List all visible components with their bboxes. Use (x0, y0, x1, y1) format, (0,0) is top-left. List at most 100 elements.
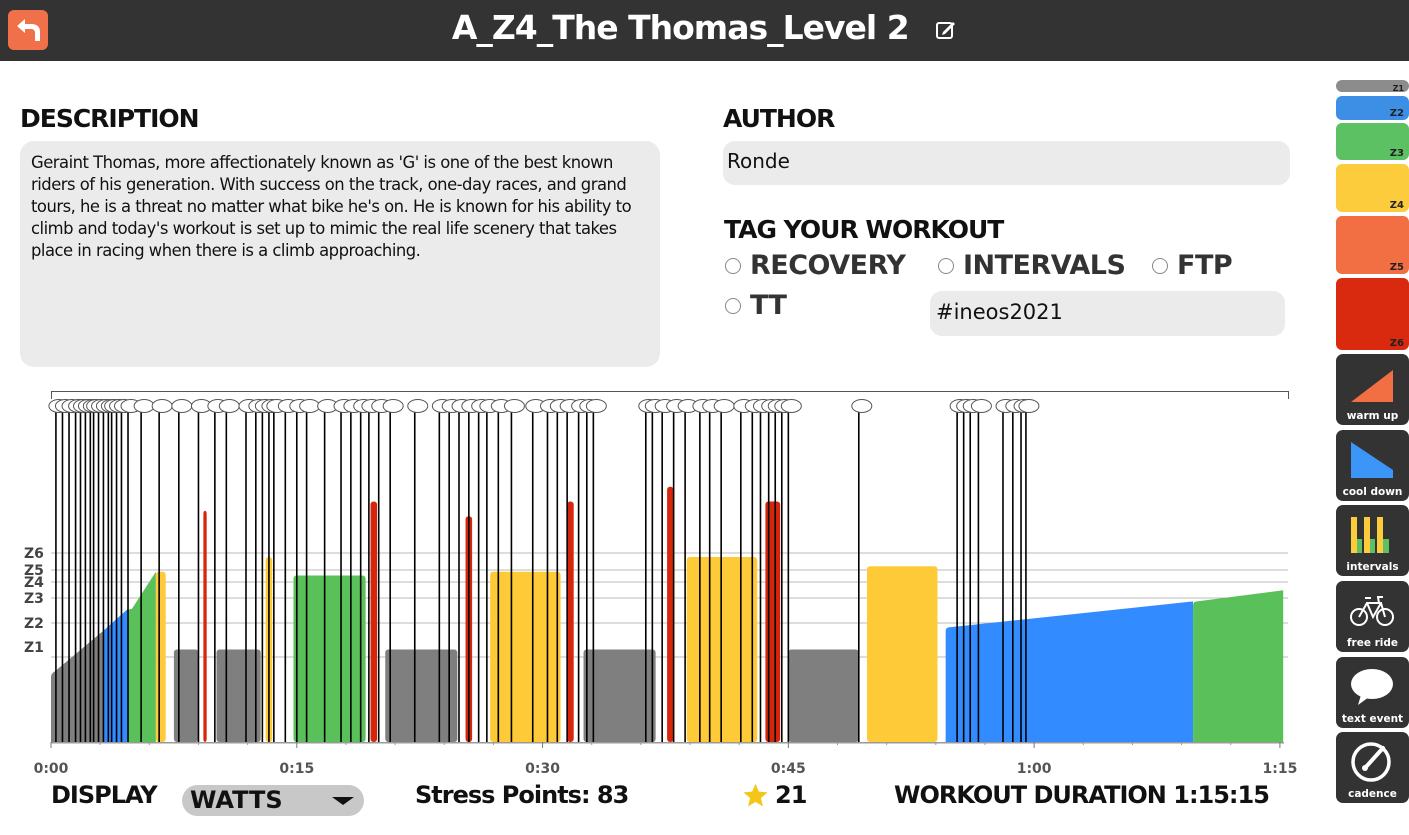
workout-title-row: A_Z4_The Thomas_Level 2 (0, 8, 1409, 49)
workout-segment (667, 486, 674, 742)
tag-label: TT (750, 290, 787, 321)
zone-z3-button[interactable]: Z3 (1336, 123, 1409, 160)
free-ride-button[interactable]: free ride (1336, 581, 1409, 652)
zone-z6-button[interactable]: Z6 (1336, 278, 1409, 350)
tag-label: INTERVALS (963, 250, 1126, 281)
zone-label-z6: Z6 (24, 546, 44, 562)
chart-corner (51, 391, 52, 399)
text-event-bubble-icon (503, 399, 525, 413)
workout-segment (1193, 590, 1284, 742)
workout-segment (866, 566, 938, 742)
workout-segment (128, 571, 156, 742)
zone-label-z3: Z3 (24, 591, 44, 607)
workout-segment (203, 510, 207, 742)
chart-baseline (51, 742, 1284, 744)
workout-segment (173, 649, 199, 742)
x-tick-label: 0:15 (279, 761, 314, 777)
workout-segment (686, 557, 758, 742)
tag-tt[interactable]: TT (725, 290, 787, 321)
zone-label: Z2 (1389, 108, 1404, 119)
zone-label-z4: Z4 (24, 575, 44, 591)
display-select[interactable]: WATTS (182, 785, 364, 816)
workout-segment (385, 649, 458, 742)
workout-title: A_Z4_The Thomas_Level 2 (451, 8, 910, 47)
bicycle-icon (1350, 596, 1394, 626)
text-event-bubble-icon (713, 399, 735, 413)
radio-icon (725, 257, 741, 274)
workout-segment (293, 575, 366, 742)
intervals-button[interactable]: intervals (1336, 505, 1409, 576)
gauge-icon (1351, 742, 1391, 782)
workout-segment (583, 649, 656, 742)
tool-label: cool down (1342, 486, 1403, 498)
rating-count: 21 (775, 781, 807, 809)
zone-z2-button[interactable]: Z2 (1336, 96, 1409, 120)
tag-recovery[interactable]: RECOVERY (725, 250, 906, 281)
zone-label: Z6 (1389, 338, 1404, 349)
workout-segment (788, 649, 859, 742)
workout-segment (103, 608, 129, 742)
chart-top-border (51, 391, 1288, 392)
text-event-bubble-icon (382, 399, 404, 413)
text-event-bubble-icon (407, 399, 429, 413)
text-event-bubble-icon (171, 399, 193, 413)
text-event-bubble-icon (299, 399, 321, 413)
back-button[interactable] (8, 10, 48, 50)
stress-points: Stress Points: 83 (415, 781, 629, 809)
intervals-icon (1351, 517, 1389, 553)
warm-up-icon (1351, 370, 1393, 402)
workout-segment (216, 649, 261, 742)
radio-icon (938, 257, 954, 274)
edit-title-icon[interactable] (935, 10, 957, 49)
workout-segment (567, 501, 574, 742)
tool-label: cadence (1348, 788, 1397, 800)
tag-heading: TAG YOUR WORKOUT (724, 215, 1004, 244)
tool-label: free ride (1346, 637, 1399, 649)
zone-z5-button[interactable]: Z5 (1336, 216, 1409, 274)
hashtag-input[interactable]: #ineos2021 (930, 291, 1285, 336)
zone-z1-button[interactable]: Z1 (1336, 80, 1409, 93)
display-label: DISPLAY (51, 781, 158, 809)
workout-segment (370, 501, 378, 742)
top-bar: A_Z4_The Thomas_Level 2 (0, 0, 1409, 61)
text-event-bubble-icon (970, 399, 992, 413)
text-event-bubble-icon (1018, 399, 1040, 413)
x-tick-label: 0:30 (525, 761, 560, 777)
display-value: WATTS (190, 786, 283, 814)
x-tick-label: 0:45 (771, 761, 806, 777)
text-event-button[interactable]: text event (1336, 657, 1409, 728)
tag-intervals[interactable]: INTERVALS (938, 250, 1126, 281)
workout-segment (51, 631, 104, 742)
rating: 21 (742, 781, 807, 809)
zone-z4-button[interactable]: Z4 (1336, 164, 1409, 212)
workout-segment (765, 501, 781, 742)
zone-label-z2: Z2 (24, 616, 44, 632)
zone-label: Z5 (1389, 262, 1404, 273)
cadence-button[interactable]: cadence (1336, 732, 1409, 803)
back-arrow-icon (17, 19, 40, 41)
author-input[interactable]: Ronde (723, 141, 1290, 185)
zone-label-z5: Z5 (24, 563, 44, 579)
workout-segment (945, 601, 1194, 742)
author-heading: AUTHOR (723, 104, 835, 133)
chevron-down-icon (332, 797, 354, 805)
tool-label: text event (1341, 713, 1404, 725)
cool-down-icon (1351, 442, 1393, 478)
radio-icon (1152, 257, 1168, 274)
tool-label: intervals (1346, 561, 1399, 573)
workout-duration: WORKOUT DURATION 1:15:15 (894, 781, 1270, 809)
text-event-bubble-icon (133, 399, 155, 413)
zone-label: Z1 (1392, 84, 1404, 93)
tag-ftp[interactable]: FTP (1152, 250, 1233, 281)
description-textarea[interactable]: Geraint Thomas, more affectionately know… (20, 141, 660, 367)
x-tick-label: 1:00 (1017, 761, 1052, 777)
text-event-bubble-icon (780, 399, 802, 413)
cool-down-button[interactable]: cool down (1336, 430, 1409, 501)
zone-label: Z4 (1389, 200, 1404, 211)
warm-up-button[interactable]: warm up (1336, 354, 1409, 425)
tool-label: warm up (1346, 410, 1399, 422)
speech-bubble-icon (1351, 669, 1393, 705)
star-icon (743, 783, 768, 807)
tag-label: RECOVERY (750, 250, 906, 281)
